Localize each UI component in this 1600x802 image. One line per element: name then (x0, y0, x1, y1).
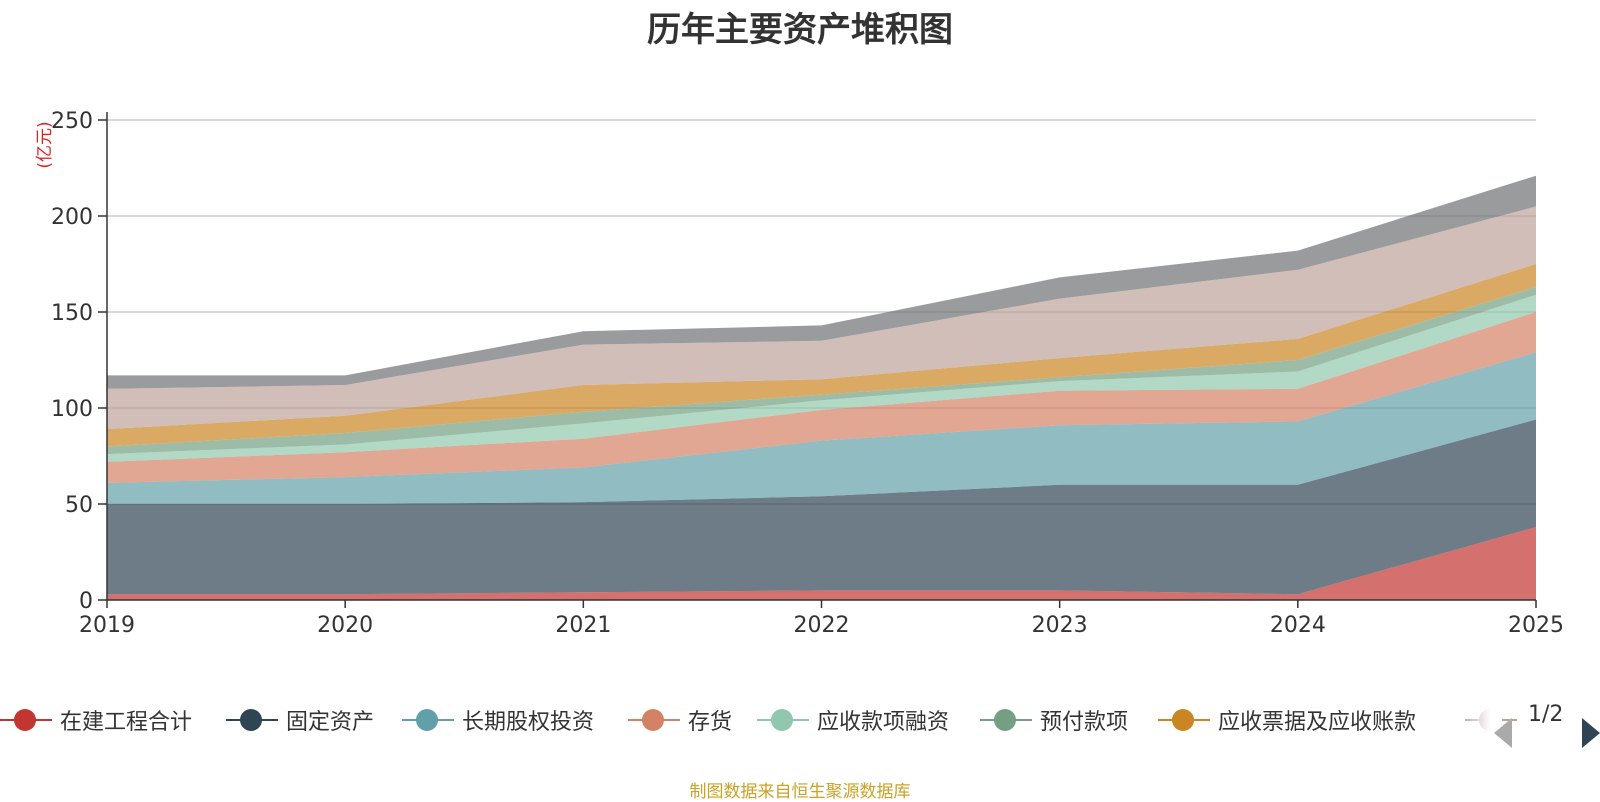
legend-label: 在建工程合计 (60, 710, 193, 735)
y-tick-label: 100 (51, 397, 93, 422)
legend-item-应收款项融资[interactable]: 应收款项融资 (757, 700, 949, 740)
area-series-存货[interactable] (107, 312, 1536, 483)
legend-marker-icon (1158, 700, 1210, 740)
chart-title: 历年主要资产堆积图 (647, 10, 953, 50)
area-series-长期股权投资[interactable] (107, 352, 1536, 504)
y-axis-unit-label: (亿元) (35, 121, 55, 168)
chart-plot: 0 50 100 150 200 250 2019 2020 2021 2022 2023 2024 2… (35, 109, 1564, 638)
legend-item-固定资产[interactable]: 固定资产 (226, 700, 374, 740)
legend-label: 长期股权投资 (462, 710, 595, 735)
legend-item-存货[interactable]: 存货 (628, 700, 732, 740)
legend-next-arrow-icon[interactable] (1582, 718, 1600, 748)
legend-prev-arrow-icon[interactable] (1494, 718, 1512, 748)
legend-page-indicator: 1/2 (1528, 702, 1564, 727)
legend-marker-icon (402, 700, 454, 740)
legend-label: 应收款项融资 (817, 710, 950, 735)
y-tick-label: 250 (51, 109, 93, 134)
y-tick-label: 50 (65, 493, 93, 518)
legend-item-在建工程合计[interactable]: 在建工程合计 (0, 700, 192, 740)
y-tick-label: 150 (51, 301, 93, 326)
legend-label: 固定资产 (286, 710, 375, 735)
x-tick-label: 2025 (1508, 613, 1564, 638)
x-tick-label: 2023 (1032, 613, 1088, 638)
legend-marker-icon (980, 700, 1032, 740)
legend-item-预付款项[interactable]: 预付款项 (980, 700, 1128, 740)
area-series-应收款项融资[interactable] (107, 294, 1536, 462)
y-tick-label: 0 (79, 589, 93, 614)
legend: 在建工程合计 固定资产 长期股权投资 存货 应收款项融资 预付款项 应收票据及应收账款 (0, 700, 1600, 740)
legend-item-应收票据及应收账款[interactable]: 应收票据及应收账款 (1158, 700, 1416, 740)
legend-marker-icon (226, 700, 278, 740)
legend-label: 存货 (688, 710, 733, 735)
x-tick-label: 2019 (79, 613, 135, 638)
legend-marker-icon (757, 700, 809, 740)
x-tick-label: 2024 (1270, 613, 1326, 638)
area-series-在建工程合计[interactable] (107, 527, 1536, 600)
area-series-固定资产[interactable] (107, 419, 1536, 595)
x-tick-label: 2021 (555, 613, 611, 638)
area-series-其他资产[interactable] (107, 206, 1536, 430)
legend-item-长期股权投资[interactable]: 长期股权投资 (402, 700, 594, 740)
source-note: 制图数据来自恒生聚源数据库 (689, 782, 911, 802)
legend-marker-icon (628, 700, 680, 740)
x-tick-label: 2020 (317, 613, 373, 638)
legend-marker-icon (0, 700, 52, 740)
area-series-预付款项[interactable] (107, 287, 1536, 455)
x-tick-label: 2022 (794, 613, 850, 638)
y-tick-label: 200 (51, 205, 93, 230)
legend-label: 应收票据及应收账款 (1218, 710, 1417, 735)
area-series-应收票据及应收账款[interactable] (107, 264, 1536, 447)
legend-label: 预付款项 (1040, 710, 1129, 735)
